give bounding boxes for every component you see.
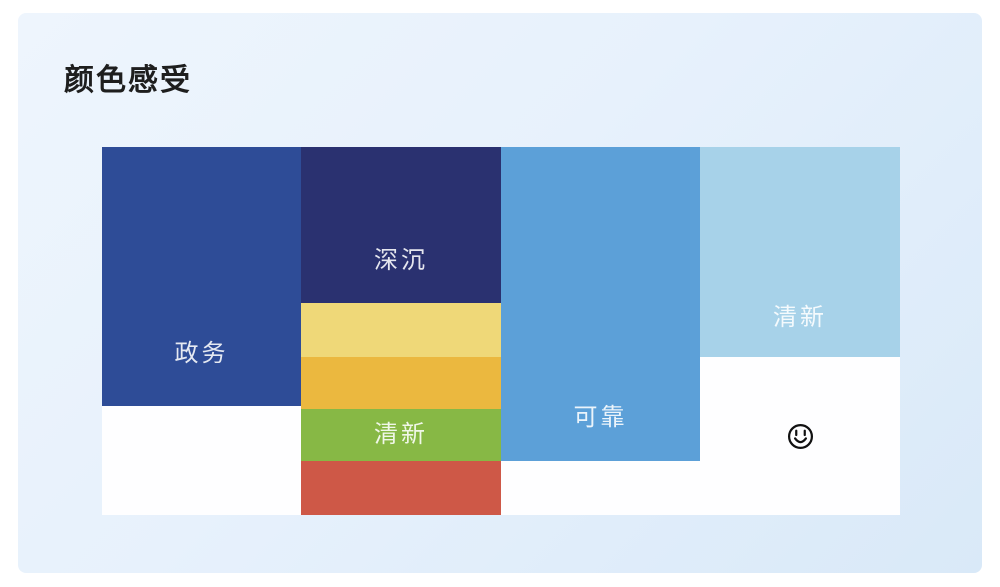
color-block-zhengwu: 政务 [102,147,301,406]
color-canvas: 政务 深沉 清新 可靠 清新 [102,147,900,515]
page-title: 颜色感受 [64,64,192,97]
color-block-zhengwu-label: 政务 [174,340,229,367]
color-block-qingxin-light: 清新 [700,147,900,357]
color-block-qingxin-green-label: 清新 [374,421,428,448]
color-block-orange [301,357,501,409]
color-block-kekao-label: 可靠 [573,404,628,431]
color-demo-card: 颜色感受 政务 深沉 清新 可靠 清新 [18,13,982,573]
color-block-red [301,461,501,515]
color-block-qingxin-light-label: 清新 [773,304,827,331]
color-block-shenchen: 深沉 [301,147,501,303]
color-block-shenchen-label: 深沉 [374,247,428,274]
smiley-face-icon [787,423,814,450]
color-block-kekao: 可靠 [501,147,700,461]
color-block-qingxin-green: 清新 [301,409,501,461]
color-block-yellow [301,303,501,357]
